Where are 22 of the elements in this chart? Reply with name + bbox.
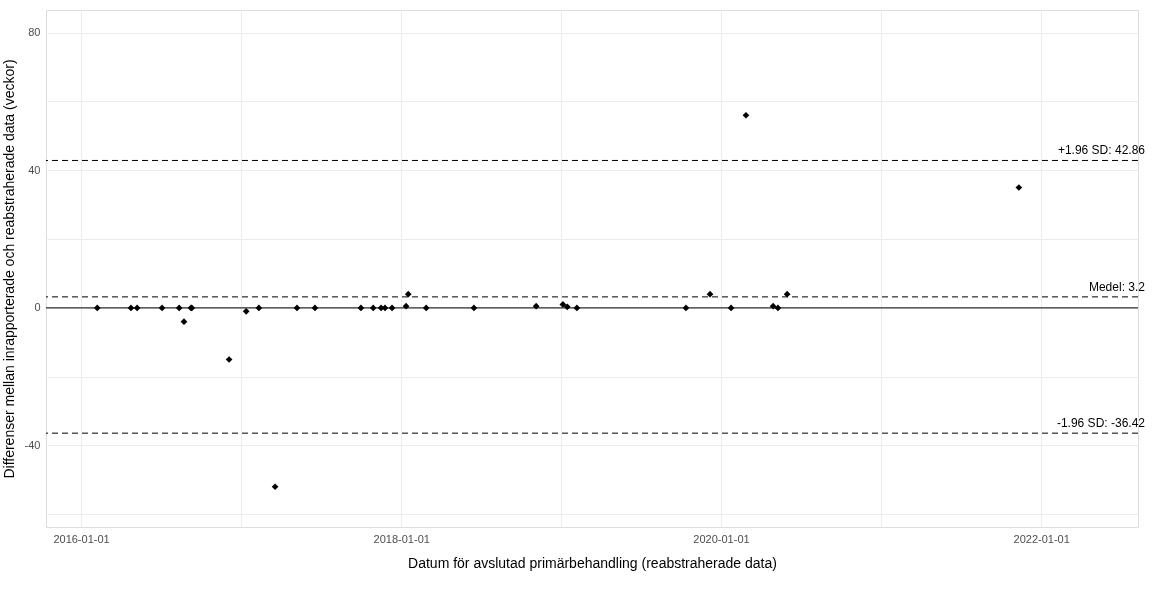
- x-tick-label: 2018-01-01: [373, 532, 430, 545]
- ref-line-label: -1.96 SD: -36.42: [1056, 416, 1146, 431]
- x-tick-label: 2016-01-01: [53, 532, 110, 545]
- point: [242, 307, 250, 315]
- y-tick-label: 40: [28, 163, 41, 176]
- point: [1015, 184, 1023, 191]
- ref-line-label: +1.96 SD: 42.86: [1057, 143, 1146, 158]
- point: [559, 301, 567, 308]
- y-tick-label: 0: [34, 301, 41, 314]
- point: [404, 290, 412, 298]
- x-tick-label: 2022-01-01: [1013, 532, 1070, 545]
- x-tick-label: 2020-01-01: [693, 532, 750, 545]
- point: [180, 318, 188, 325]
- point: [742, 111, 750, 119]
- y-tick-label: -40: [24, 438, 41, 451]
- point: [783, 290, 791, 298]
- point: [706, 290, 714, 298]
- y-tick-label: 80: [28, 26, 41, 39]
- point: [271, 483, 279, 491]
- y-axis-title: Differenser mellan inrapporterade och reabstraherade data (veckor): [0, 59, 17, 479]
- x-axis-title: Datum för avslutad primärbehandling (reabstraherade data): [408, 554, 777, 571]
- ref-line-label: Medel: 3.2: [1088, 279, 1146, 294]
